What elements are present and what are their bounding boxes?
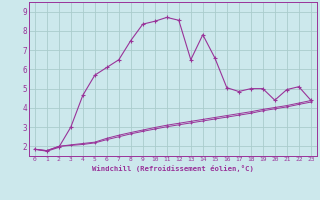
X-axis label: Windchill (Refroidissement éolien,°C): Windchill (Refroidissement éolien,°C) xyxy=(92,165,254,172)
